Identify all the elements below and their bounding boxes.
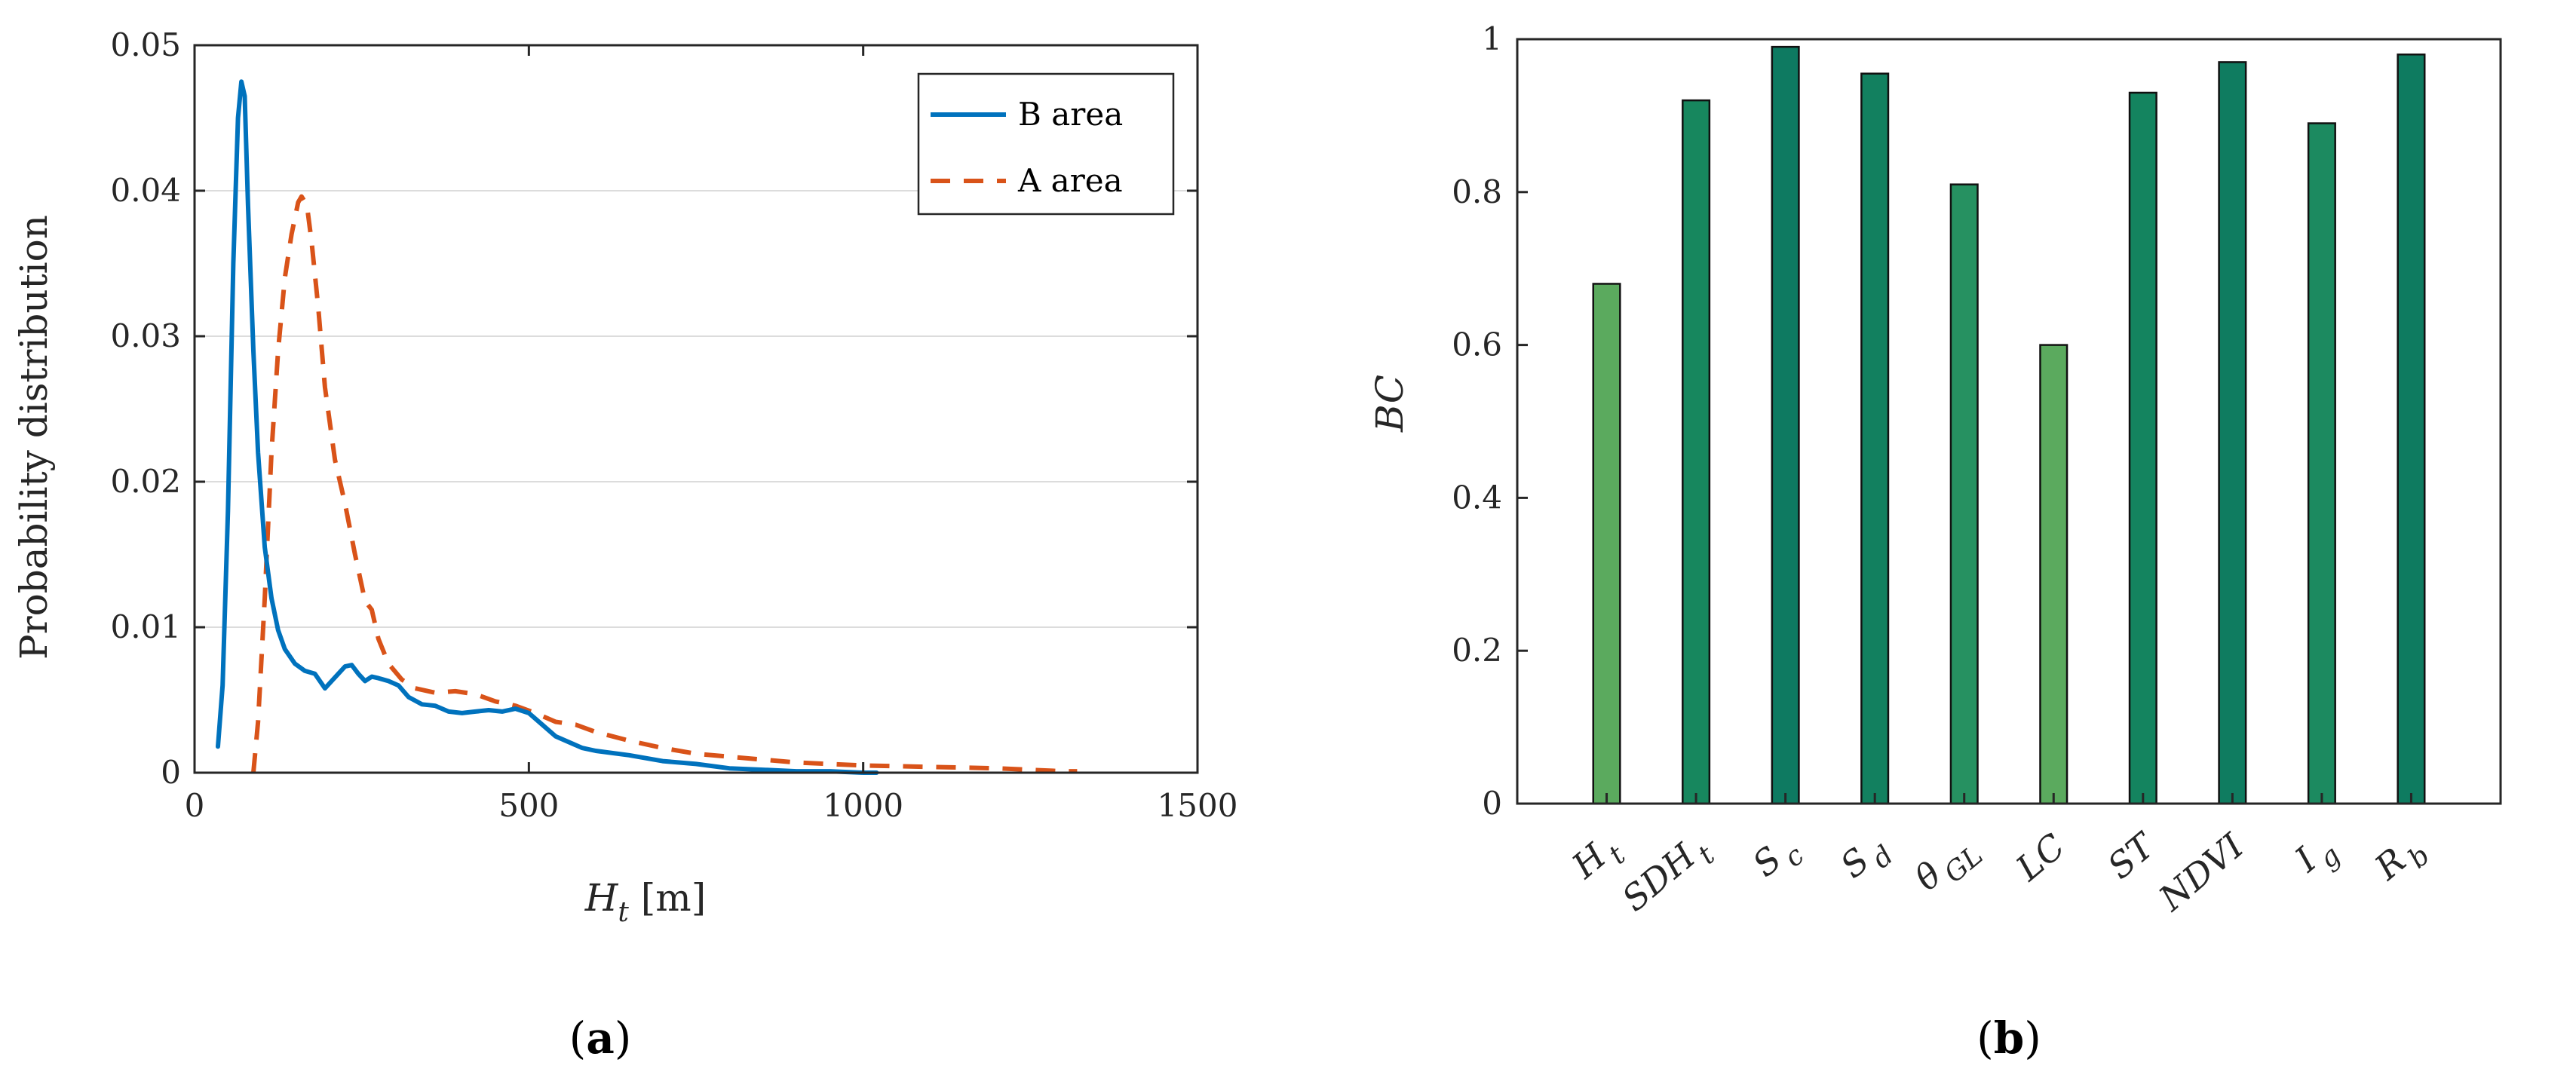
bar-3 — [1771, 45, 1800, 805]
bar-1 — [1592, 283, 1621, 805]
panel-b-caption-open: ( — [1976, 1012, 1994, 1064]
legend: B area A area — [917, 72, 1175, 216]
panel-b-caption-letter: b — [1994, 1012, 2025, 1064]
a-gridlines — [195, 190, 1198, 628]
b-y-tick-label: 0.4 — [1452, 479, 1502, 516]
b-y-tick-label: 0.6 — [1452, 326, 1502, 363]
category-label: NDVI — [2151, 825, 2252, 920]
legend-box — [917, 72, 1175, 216]
category-label: θGL — [1907, 825, 1989, 905]
legend-label-b-area: B area — [1018, 96, 1123, 133]
bar-9 — [2307, 122, 2336, 805]
b-y-tick-label: 0.8 — [1452, 173, 1502, 210]
panel-b-caption: (b) — [1976, 1012, 2041, 1064]
b-y-tick-label: 0.2 — [1452, 632, 1502, 669]
series-line-b-area — [216, 79, 879, 775]
a-axes-frame — [193, 44, 1199, 774]
category-label: ST — [2100, 824, 2164, 887]
a-x-tick-label: 0 — [185, 787, 205, 824]
b-y-tick-label: 1 — [1482, 20, 1502, 57]
b-y-axis-label: BC — [1368, 375, 1412, 433]
panel-a-line-chart: 0 0.01 0.02 0.03 0.04 0.05 0 500 1000 1500 B area… — [12, 26, 1237, 1064]
b-axes-frame — [1516, 38, 2502, 805]
legend-label-a-area: A area — [1017, 162, 1123, 199]
a-tick-marks — [193, 44, 1199, 774]
a-y-tick-label: 0.01 — [110, 608, 181, 645]
a-y-tick-label: 0.05 — [110, 26, 181, 63]
panel-b-caption-close: ) — [2024, 1012, 2041, 1064]
b-y-tick-label: 0 — [1482, 785, 1502, 822]
bar-7 — [2128, 91, 2157, 805]
a-x-axis-label: Ht [m] — [584, 876, 706, 928]
a-x-label-sub: t — [618, 897, 629, 928]
bar-5 — [1949, 183, 1979, 805]
series-line-a-area — [251, 194, 1078, 774]
bar-6 — [2039, 344, 2068, 805]
panel-a-caption-letter: a — [586, 1012, 615, 1064]
category-label: Rb — [2366, 825, 2436, 895]
bar-8 — [2218, 61, 2247, 805]
a-y-tick-label: 0 — [161, 754, 181, 791]
b-bars — [1592, 45, 2426, 805]
a-x-label-main: H — [584, 876, 619, 920]
panel-a-caption-open: ( — [569, 1012, 587, 1064]
panel-a-caption: (a) — [569, 1012, 632, 1064]
a-x-label-unit: [m] — [629, 876, 706, 920]
category-label: SDHt — [1615, 825, 1722, 926]
bar-2 — [1682, 99, 1711, 805]
category-label: Ig — [2286, 825, 2346, 887]
b-tick-marks — [1517, 38, 2412, 805]
b-tick-labels: 0 0.2 0.4 0.6 0.8 1 — [1452, 20, 1502, 822]
a-x-tick-label: 1500 — [1158, 787, 1238, 824]
a-y-tick-label: 0.04 — [110, 172, 181, 209]
a-y-tick-label: 0.03 — [110, 317, 181, 354]
a-x-tick-label: 500 — [498, 787, 559, 824]
bar-10 — [2397, 54, 2426, 805]
a-y-axis-label: Probability distribution — [12, 215, 56, 660]
bar-4 — [1860, 72, 1890, 805]
category-label: Sc — [1745, 825, 1811, 892]
category-label: LC — [2007, 825, 2072, 889]
panel-a-caption-close: ) — [615, 1012, 632, 1064]
a-x-tick-label: 1000 — [823, 787, 903, 824]
a-tick-labels: 0 0.01 0.02 0.03 0.04 0.05 0 500 1000 1500 — [110, 26, 1237, 824]
a-y-tick-label: 0.02 — [110, 463, 181, 500]
category-label: Sd — [1832, 825, 1900, 893]
a-series-lines — [216, 79, 1078, 775]
